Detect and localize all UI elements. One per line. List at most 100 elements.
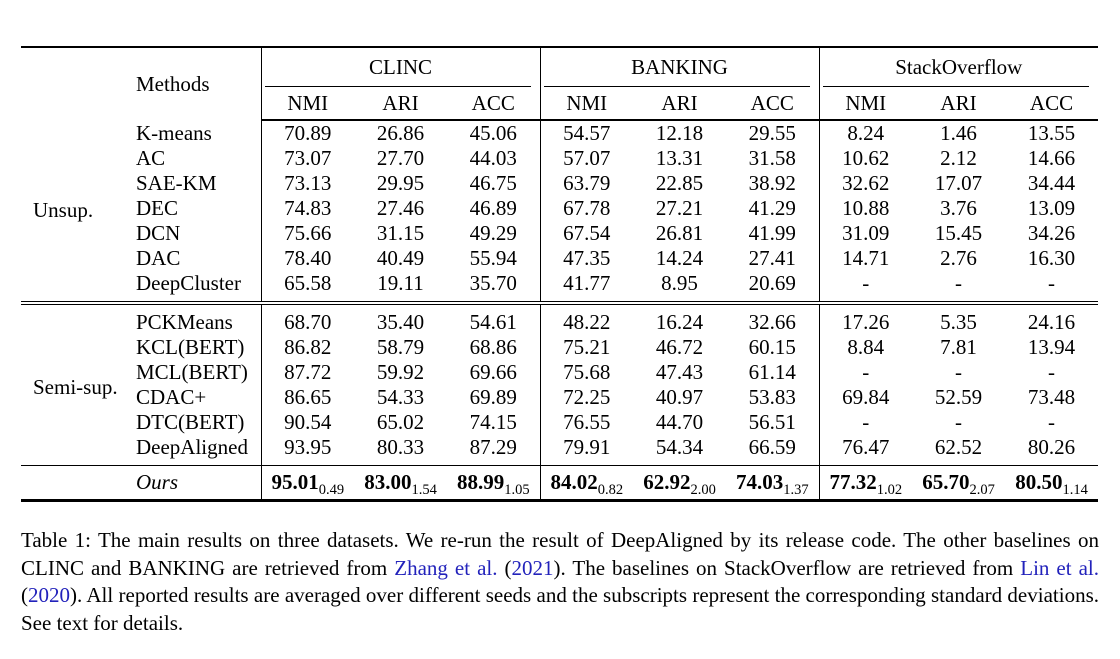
table-row: AC 73.07 27.70 44.03 57.07 13.31 31.58 10.62 2.1… bbox=[21, 146, 1098, 171]
ours-label: Ours bbox=[134, 465, 261, 499]
method-name: PCKMeans bbox=[134, 301, 261, 335]
metric-cell: 86.82 bbox=[260, 335, 354, 360]
ours-group-cell bbox=[21, 465, 134, 499]
metric-cell: 60.15 bbox=[748, 335, 796, 359]
metric-cell: 26.86 bbox=[376, 121, 425, 145]
metric-cell: 5.35 bbox=[912, 301, 1006, 335]
metric-cell: 16.30 bbox=[1027, 246, 1076, 270]
metric-cell: 45.06 bbox=[469, 121, 517, 145]
dataset-header-row: Methods CLINC BANKING StackOverflow bbox=[21, 47, 1099, 96]
metric-cell: 12.18 bbox=[655, 121, 704, 145]
metric-cell: 59.92 bbox=[376, 360, 425, 384]
metric-cell: 7.81 bbox=[940, 335, 977, 359]
metric-header-banking-ari: ARI bbox=[633, 87, 727, 121]
header-rule bbox=[264, 86, 531, 87]
metric-cell: 24.16 bbox=[1005, 301, 1099, 335]
metric-cell: 68.86 bbox=[469, 335, 517, 359]
method-name: KCL(BERT) bbox=[136, 335, 245, 359]
metric-cell: 76.47 bbox=[818, 435, 913, 466]
citation-link[interactable]: Lin et al. bbox=[1020, 555, 1099, 580]
metric-cell: 32.66 bbox=[726, 301, 820, 335]
metric-cell: 2.76 bbox=[940, 246, 977, 270]
mean-value: 83.00 bbox=[364, 470, 412, 494]
metric-cell: 17.07 bbox=[934, 171, 983, 195]
metric-cell: 13.31 bbox=[655, 146, 704, 170]
metric-header-banking-acc: ACC bbox=[726, 87, 820, 121]
metric-cell: 46.89 bbox=[469, 196, 517, 220]
metric-cell: 87.29 bbox=[469, 435, 517, 459]
ours-metric-cell: 65.702.07 bbox=[912, 465, 1006, 499]
metric-cell: 8.24 bbox=[818, 120, 913, 146]
metric-cell: 93.95 bbox=[260, 435, 354, 466]
metric-cell: 67.78 bbox=[539, 196, 634, 221]
metric-cell: 13.55 bbox=[1027, 121, 1076, 145]
metric-cell: 44.03 bbox=[469, 146, 517, 170]
metric-cell: - bbox=[818, 410, 913, 435]
ours-metric-cell: 80.501.14 bbox=[1005, 465, 1099, 499]
method-name: DAC bbox=[136, 246, 181, 270]
table-row: DCN 75.66 31.15 49.29 67.54 26.81 41.99 31.09 15… bbox=[21, 221, 1098, 246]
metric-cell: 14.66 bbox=[1027, 146, 1076, 170]
mean-value: 65.70 bbox=[922, 470, 970, 494]
citation-link[interactable]: 2021 bbox=[511, 555, 554, 580]
header-rule bbox=[543, 86, 810, 87]
metric-cell: 55.94 bbox=[469, 246, 517, 270]
metric-cell: 73.13 bbox=[260, 171, 354, 196]
metric-cell: 29.55 bbox=[748, 121, 796, 145]
table-row: SAE-KM 73.13 29.95 46.75 63.79 22.85 38.92 32.6… bbox=[21, 171, 1098, 196]
metric-cell: 47.35 bbox=[539, 246, 634, 271]
mean-value: 84.02 bbox=[550, 470, 598, 494]
metric-cell: 10.88 bbox=[818, 196, 913, 221]
metric-cell: 2.12 bbox=[940, 146, 977, 170]
ours-metric-cell: 74.031.37 bbox=[726, 465, 820, 499]
citation-link[interactable]: Zhang et al. bbox=[394, 555, 498, 580]
metric-cell: 13.94 bbox=[1027, 335, 1076, 359]
table-caption: Table 1: The main results on three datas… bbox=[21, 527, 1099, 637]
corner-cell bbox=[21, 47, 134, 120]
metric-cell: 76.55 bbox=[539, 410, 634, 435]
table-row: KCL(BERT) 86.82 58.79 68.86 75.21 46.72 60.15 8… bbox=[21, 335, 1098, 360]
metric-cell: 65.02 bbox=[376, 410, 425, 434]
table-row: Unsup. K-means 70.89 26.86 45.06 54.57 12.18 29… bbox=[21, 120, 1098, 222]
metric-cell: 70.89 bbox=[260, 120, 354, 146]
method-name: K-means bbox=[136, 120, 212, 145]
metric-cell: 14.24 bbox=[655, 246, 704, 270]
mean-value: 77.32 bbox=[829, 470, 877, 494]
metric-cell: 1.46 bbox=[940, 121, 977, 145]
metric-cell: 75.66 bbox=[260, 221, 354, 246]
metric-cell: 80.33 bbox=[376, 435, 425, 459]
metric-cell: 69.66 bbox=[469, 360, 517, 384]
dataset-header-banking: BANKING bbox=[539, 47, 820, 87]
dataset-label: StackOverflow bbox=[895, 55, 1023, 79]
metric-cell: - bbox=[955, 271, 963, 295]
method-name: DTC(BERT) bbox=[136, 410, 245, 434]
std-value: 2.00 bbox=[690, 482, 716, 499]
metric-header-banking-nmi: NMI bbox=[539, 87, 634, 121]
metric-cell: - bbox=[1048, 271, 1056, 295]
method-name: DEC bbox=[136, 196, 178, 220]
metric-cell: 10.62 bbox=[818, 146, 913, 171]
caption-text: ( bbox=[497, 555, 512, 580]
metric-cell: 53.83 bbox=[748, 385, 796, 409]
metric-cell: 27.70 bbox=[376, 146, 425, 170]
metric-cell: 48.22 bbox=[539, 301, 634, 335]
ours-metric-cell: 95.010.49 bbox=[260, 465, 354, 499]
table-row: MCL(BERT) 87.72 59.92 69.66 75.68 47.43 61.14-… bbox=[21, 360, 1098, 385]
metric-cell: 17.26 bbox=[818, 301, 913, 335]
metric-cell: 68.70 bbox=[260, 301, 354, 335]
std-value: 1.54 bbox=[411, 482, 437, 499]
metric-cell: 80.26 bbox=[1027, 435, 1076, 459]
mean-value: 88.99 bbox=[456, 470, 505, 494]
std-value: 1.14 bbox=[1062, 482, 1088, 499]
metric-cell: 8.84 bbox=[818, 335, 913, 360]
metric-cell: 86.65 bbox=[260, 385, 354, 410]
metric-cell: 69.84 bbox=[818, 385, 913, 410]
citation-link[interactable]: 2020 bbox=[28, 583, 70, 607]
metric-cell: 27.21 bbox=[655, 196, 704, 220]
method-name: DeepAligned bbox=[136, 435, 248, 459]
std-value: 1.37 bbox=[783, 482, 809, 499]
metric-cell: - bbox=[818, 271, 913, 303]
metric-cell: 46.72 bbox=[655, 335, 704, 359]
metric-cell: 49.29 bbox=[469, 221, 517, 245]
metric-cell: 73.48 bbox=[1027, 385, 1076, 409]
